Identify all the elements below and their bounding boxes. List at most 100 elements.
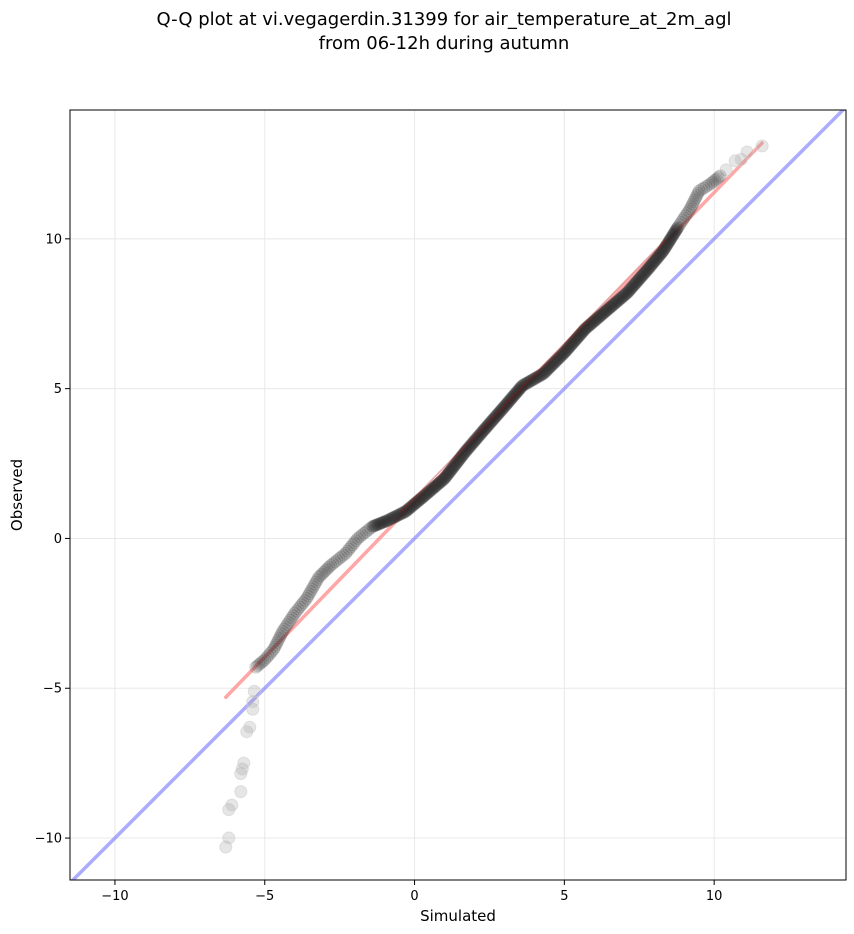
qq-point — [414, 491, 428, 505]
qq-point — [489, 409, 503, 423]
qq-point — [256, 654, 270, 668]
qq-point — [320, 562, 334, 576]
qq-point — [695, 182, 709, 196]
qq-point — [332, 552, 346, 566]
qq-point — [339, 546, 353, 560]
qq-point — [550, 353, 564, 367]
qq-point — [355, 528, 369, 542]
qq-point — [683, 202, 697, 216]
qq-point — [580, 320, 594, 334]
x-tick-label: 10 — [706, 889, 723, 904]
qq-point — [359, 525, 373, 539]
qq-point — [662, 234, 676, 248]
qq-point — [740, 145, 754, 159]
qq-point — [652, 249, 666, 263]
qq-point — [605, 299, 619, 313]
qq-point — [421, 486, 435, 500]
qq-point — [645, 258, 659, 272]
qq-point — [577, 324, 591, 338]
qq-point — [302, 587, 316, 601]
qq-point — [543, 360, 557, 374]
qq-point — [560, 343, 574, 357]
qq-point — [510, 385, 524, 399]
qq-point — [293, 600, 307, 614]
qq-point — [477, 423, 491, 437]
qq-point — [517, 378, 531, 392]
qq-point — [565, 337, 579, 351]
qq-point — [506, 389, 520, 403]
qq-point — [478, 421, 492, 435]
qq-point — [373, 516, 387, 530]
qq-point — [610, 295, 624, 309]
qq-point — [544, 359, 558, 373]
qq-point — [410, 495, 424, 509]
qq-point — [551, 352, 565, 366]
qq-point — [418, 489, 432, 503]
qq-point — [511, 384, 525, 398]
qq-point — [614, 291, 628, 305]
qq-point — [755, 139, 769, 153]
qq-point — [237, 756, 251, 770]
qq-point — [499, 398, 513, 412]
qq-point — [451, 455, 465, 469]
qq-point — [455, 449, 469, 463]
qq-point — [317, 565, 331, 579]
qq-point — [495, 403, 509, 417]
qq-point — [612, 293, 626, 307]
qq-point — [574, 327, 588, 341]
qq-point — [334, 550, 348, 564]
qq-point — [254, 656, 268, 670]
qq-point — [324, 558, 338, 572]
qq-point — [669, 223, 683, 237]
qq-point — [488, 410, 502, 424]
qq-point — [596, 306, 610, 320]
qq-point — [313, 569, 327, 583]
qq-point — [372, 517, 386, 531]
fit-line-core — [399, 238, 667, 514]
qq-point — [296, 596, 310, 610]
qq-point — [475, 426, 489, 440]
qq-point — [407, 497, 421, 511]
qq-point — [468, 433, 482, 447]
qq-point — [659, 239, 673, 253]
qq-point — [658, 240, 672, 254]
qq-point — [260, 651, 274, 665]
qq-point — [222, 831, 236, 845]
qq-point — [539, 364, 553, 378]
qq-point — [680, 206, 694, 220]
qq-point — [395, 506, 409, 520]
qq-point — [272, 631, 286, 645]
qq-point — [528, 372, 542, 386]
qq-point — [633, 271, 647, 285]
qq-point — [349, 534, 363, 548]
qq-point — [501, 395, 515, 409]
qq-point — [576, 325, 590, 339]
qq-point — [664, 231, 678, 245]
qq-point — [486, 413, 500, 427]
qq-point — [611, 294, 625, 308]
qq-point — [646, 257, 660, 271]
qq-point — [441, 467, 455, 481]
qq-point — [684, 200, 698, 214]
qq-point — [450, 456, 464, 470]
qq-point — [639, 264, 653, 278]
qq-point — [663, 233, 677, 247]
qq-point — [541, 362, 555, 376]
qq-point — [540, 363, 554, 377]
qq-point — [546, 357, 560, 371]
qq-point — [404, 500, 418, 514]
qq-point — [449, 457, 463, 471]
qq-point — [277, 622, 291, 636]
qq-point — [288, 606, 302, 620]
qq-point — [428, 480, 442, 494]
qq-point — [439, 469, 453, 483]
qq-point — [713, 169, 727, 183]
qq-point — [589, 313, 603, 327]
qq-point — [246, 702, 260, 716]
qq-point — [459, 444, 473, 458]
qq-point — [276, 624, 290, 638]
qq-point — [500, 396, 514, 410]
qq-point — [505, 391, 519, 405]
qq-point — [513, 382, 527, 396]
plot-frame — [69, 109, 847, 881]
